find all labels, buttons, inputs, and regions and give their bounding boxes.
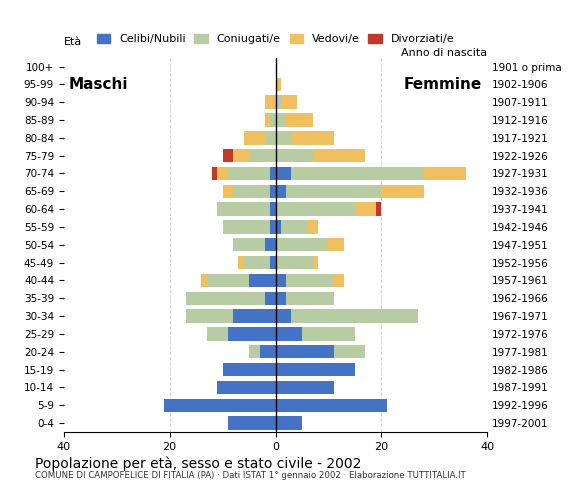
- Bar: [244, 131, 265, 144]
- Bar: [281, 220, 307, 234]
- Bar: [249, 274, 276, 287]
- Bar: [276, 292, 286, 305]
- Bar: [355, 203, 376, 216]
- Bar: [286, 274, 334, 287]
- Bar: [201, 274, 206, 287]
- Bar: [286, 292, 334, 305]
- Bar: [228, 167, 270, 180]
- Bar: [423, 167, 466, 180]
- Bar: [291, 131, 334, 144]
- Bar: [276, 113, 286, 127]
- Bar: [223, 185, 233, 198]
- Bar: [270, 220, 276, 234]
- Bar: [334, 345, 365, 359]
- Bar: [270, 185, 276, 198]
- Bar: [270, 256, 276, 269]
- Bar: [233, 310, 276, 323]
- Bar: [313, 256, 318, 269]
- Bar: [328, 238, 345, 252]
- Bar: [233, 238, 265, 252]
- Text: Popolazione per età, sesso e stato civile - 2002: Popolazione per età, sesso e stato civil…: [35, 457, 361, 471]
- Bar: [260, 345, 276, 359]
- Bar: [186, 292, 265, 305]
- Bar: [249, 149, 276, 162]
- Legend: Celibi/Nubili, Coniugati/e, Vedovi/e, Divorziati/e: Celibi/Nubili, Coniugati/e, Vedovi/e, Di…: [92, 29, 459, 49]
- Bar: [307, 220, 318, 234]
- Bar: [276, 167, 291, 180]
- Bar: [212, 167, 218, 180]
- Bar: [276, 363, 355, 376]
- Bar: [265, 292, 276, 305]
- Bar: [334, 274, 345, 287]
- Bar: [218, 203, 270, 216]
- Bar: [382, 185, 423, 198]
- Bar: [276, 149, 313, 162]
- Bar: [276, 220, 281, 234]
- Bar: [238, 256, 244, 269]
- Bar: [276, 381, 334, 394]
- Bar: [233, 185, 270, 198]
- Bar: [218, 167, 228, 180]
- Bar: [286, 185, 382, 198]
- Bar: [276, 78, 281, 91]
- Bar: [228, 417, 276, 430]
- Bar: [291, 167, 423, 180]
- Bar: [265, 238, 276, 252]
- Bar: [186, 310, 233, 323]
- Bar: [206, 274, 249, 287]
- Bar: [270, 167, 276, 180]
- Bar: [223, 220, 270, 234]
- Bar: [265, 131, 276, 144]
- Bar: [291, 310, 418, 323]
- Bar: [276, 131, 291, 144]
- Bar: [265, 113, 270, 127]
- Bar: [223, 363, 276, 376]
- Bar: [270, 203, 276, 216]
- Bar: [233, 149, 249, 162]
- Bar: [276, 256, 313, 269]
- Bar: [249, 345, 260, 359]
- Bar: [281, 96, 297, 109]
- Bar: [276, 345, 334, 359]
- Text: Femmine: Femmine: [404, 77, 482, 92]
- Text: Maschi: Maschi: [69, 77, 129, 92]
- Bar: [218, 381, 276, 394]
- Bar: [270, 113, 276, 127]
- Bar: [276, 96, 281, 109]
- Bar: [276, 238, 328, 252]
- Bar: [276, 310, 291, 323]
- Bar: [313, 149, 365, 162]
- Bar: [276, 185, 286, 198]
- Bar: [276, 398, 387, 412]
- Text: Età: Età: [64, 37, 82, 47]
- Bar: [276, 327, 302, 341]
- Bar: [228, 327, 276, 341]
- Bar: [164, 398, 276, 412]
- Bar: [206, 327, 228, 341]
- Bar: [276, 417, 302, 430]
- Bar: [302, 327, 355, 341]
- Text: Anno di nascita: Anno di nascita: [401, 48, 487, 58]
- Bar: [376, 203, 382, 216]
- Bar: [286, 113, 313, 127]
- Bar: [244, 256, 270, 269]
- Bar: [223, 149, 233, 162]
- Bar: [265, 96, 276, 109]
- Text: COMUNE DI CAMPOFELICE DI FITALIA (PA) · Dati ISTAT 1° gennaio 2002 · Elaborazion: COMUNE DI CAMPOFELICE DI FITALIA (PA) · …: [35, 471, 466, 480]
- Bar: [276, 203, 355, 216]
- Bar: [276, 274, 286, 287]
